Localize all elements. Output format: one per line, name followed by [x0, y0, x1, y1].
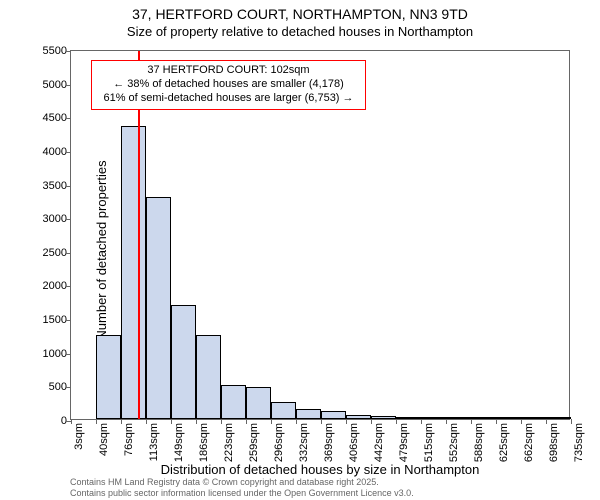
histogram-bar — [371, 416, 396, 419]
y-tick-label: 3500 — [43, 180, 67, 192]
y-tick-mark — [66, 253, 71, 254]
x-tick-label: 406sqm — [348, 423, 360, 462]
x-tick-label: 552sqm — [448, 423, 460, 462]
footnote-line-2: Contains public sector information licen… — [70, 488, 590, 498]
x-tick-mark — [571, 419, 572, 424]
x-tick-label: 369sqm — [323, 423, 335, 462]
y-tick-label: 1000 — [43, 348, 67, 360]
y-tick-label: 4000 — [43, 146, 67, 158]
x-tick-mark — [396, 419, 397, 424]
histogram-bar — [246, 387, 271, 419]
x-tick-mark — [471, 419, 472, 424]
histogram-bar — [296, 409, 321, 419]
y-tick-mark — [66, 152, 71, 153]
annotation-line-1: 37 HERTFORD COURT: 102sqm — [98, 64, 359, 78]
x-tick-label: 332sqm — [298, 423, 310, 462]
x-tick-mark — [421, 419, 422, 424]
histogram-bar — [421, 417, 446, 419]
y-tick-label: 500 — [49, 381, 67, 393]
x-tick-label: 296sqm — [273, 423, 285, 462]
x-tick-mark — [446, 419, 447, 424]
y-tick-label: 1500 — [43, 314, 67, 326]
footnote: Contains HM Land Registry data © Crown c… — [70, 477, 590, 498]
x-tick-label: 113sqm — [148, 423, 160, 461]
x-tick-mark — [521, 419, 522, 424]
y-tick-mark — [66, 85, 71, 86]
annotation-box: 37 HERTFORD COURT: 102sqm ← 38% of detac… — [91, 60, 366, 109]
x-tick-label: 186sqm — [198, 423, 210, 462]
x-tick-mark — [346, 419, 347, 424]
y-tick-label: 4500 — [43, 112, 67, 124]
x-tick-label: 662sqm — [523, 423, 535, 462]
x-tick-mark — [221, 419, 222, 424]
histogram-bar — [96, 335, 121, 419]
x-tick-label: 76sqm — [123, 423, 135, 456]
y-tick-mark — [66, 219, 71, 220]
histogram-bar — [396, 417, 421, 419]
y-tick-label: 3000 — [43, 213, 67, 225]
x-tick-mark — [121, 419, 122, 424]
y-tick-mark — [66, 286, 71, 287]
histogram-bar — [171, 305, 196, 419]
y-tick-mark — [66, 186, 71, 187]
y-tick-mark — [66, 320, 71, 321]
y-tick-label: 5500 — [43, 45, 67, 57]
footnote-line-1: Contains HM Land Registry data © Crown c… — [70, 477, 590, 487]
x-tick-label: 515sqm — [423, 423, 435, 462]
chart-root: 37, HERTFORD COURT, NORTHAMPTON, NN3 9TD… — [0, 0, 600, 500]
x-tick-mark — [296, 419, 297, 424]
x-axis-title: Distribution of detached houses by size … — [70, 462, 570, 477]
x-tick-mark — [96, 419, 97, 424]
y-tick-label: 5000 — [43, 79, 67, 91]
histogram-bar — [321, 411, 346, 419]
histogram-bar — [446, 417, 471, 419]
histogram-bar — [471, 417, 496, 419]
x-tick-mark — [546, 419, 547, 424]
histogram-bar — [521, 417, 546, 419]
x-tick-label: 149sqm — [173, 423, 185, 462]
histogram-bar — [271, 402, 296, 419]
histogram-bar — [196, 335, 221, 419]
x-tick-label: 698sqm — [548, 423, 560, 462]
x-tick-label: 223sqm — [223, 423, 235, 462]
histogram-bar — [546, 417, 571, 419]
x-tick-mark — [321, 419, 322, 424]
x-tick-label: 40sqm — [98, 423, 110, 456]
histogram-bar — [146, 197, 171, 419]
x-tick-label: 259sqm — [248, 423, 260, 462]
annotation-line-2: ← 38% of detached houses are smaller (4,… — [98, 78, 359, 92]
x-tick-label: 479sqm — [398, 423, 410, 462]
title-line-1: 37, HERTFORD COURT, NORTHAMPTON, NN3 9TD — [0, 6, 600, 22]
x-tick-label: 625sqm — [498, 423, 510, 462]
x-tick-mark — [271, 419, 272, 424]
histogram-bar — [221, 385, 246, 419]
y-tick-label: 2500 — [43, 247, 67, 259]
x-tick-mark — [496, 419, 497, 424]
x-tick-label: 735sqm — [573, 423, 585, 462]
x-tick-mark — [71, 419, 72, 424]
chart-title: 37, HERTFORD COURT, NORTHAMPTON, NN3 9TD… — [0, 6, 600, 39]
histogram-bar — [121, 126, 146, 419]
y-tick-mark — [66, 387, 71, 388]
y-tick-label: 2000 — [43, 280, 67, 292]
x-tick-mark — [146, 419, 147, 424]
x-tick-mark — [246, 419, 247, 424]
x-tick-label: 442sqm — [373, 423, 385, 462]
title-line-2: Size of property relative to detached ho… — [0, 24, 600, 39]
x-tick-label: 588sqm — [473, 423, 485, 462]
annotation-line-3: 61% of semi-detached houses are larger (… — [98, 92, 359, 106]
x-tick-mark — [196, 419, 197, 424]
histogram-bar — [346, 415, 371, 419]
y-tick-mark — [66, 118, 71, 119]
histogram-bar — [496, 417, 521, 419]
y-tick-mark — [66, 51, 71, 52]
x-tick-mark — [171, 419, 172, 424]
x-tick-label: 3sqm — [73, 423, 85, 450]
x-tick-mark — [371, 419, 372, 424]
y-tick-mark — [66, 354, 71, 355]
plot-area: 37 HERTFORD COURT: 102sqm ← 38% of detac… — [70, 50, 570, 420]
